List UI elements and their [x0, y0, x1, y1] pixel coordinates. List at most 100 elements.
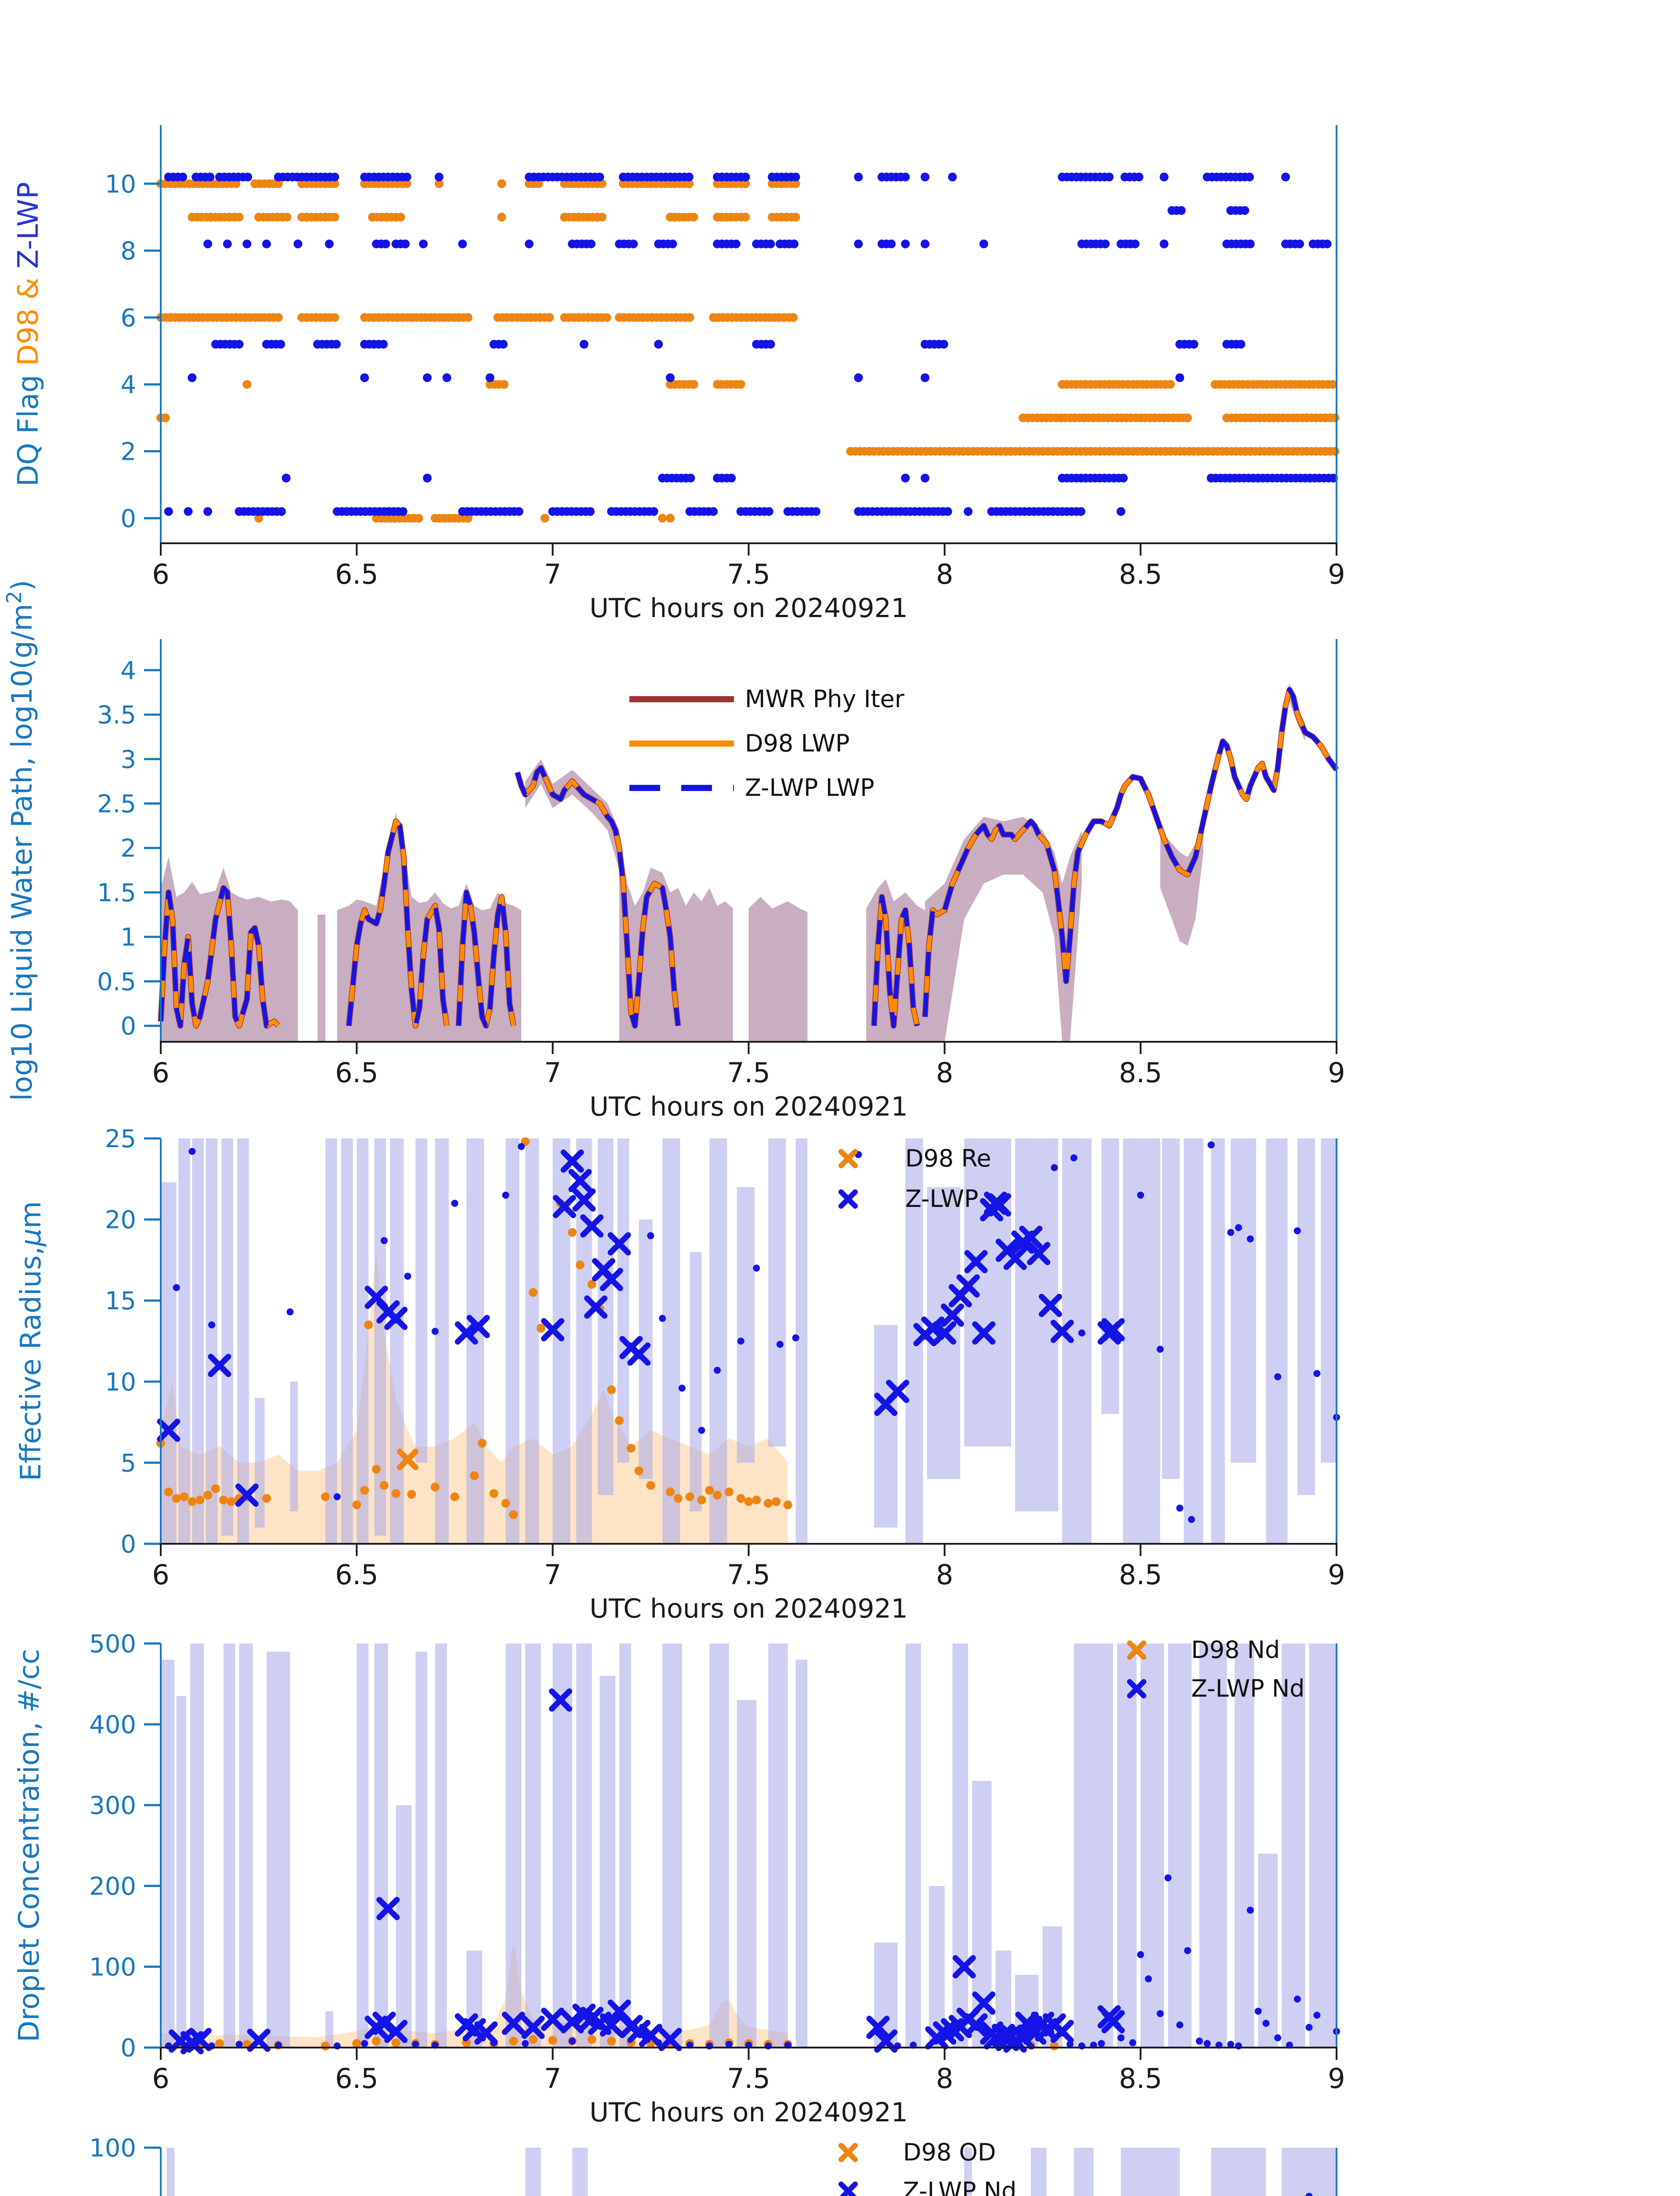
scatter-dot — [321, 1492, 330, 1501]
uncertainty-stripe — [525, 2148, 541, 2196]
uncertainty-stripe — [190, 1643, 204, 2048]
flag-dot — [178, 173, 187, 181]
scatter-dot — [1305, 2024, 1313, 2031]
uncertainty-stripe — [290, 1381, 298, 1512]
flag-dot — [274, 179, 283, 188]
scatter-x-marker — [972, 1991, 996, 2015]
uncertainty-stripe — [221, 1138, 234, 1536]
flag-dot — [854, 239, 863, 249]
scatter-dot — [1164, 1874, 1172, 1882]
uncertainty-stripe — [768, 1138, 786, 1447]
uncertainty-stripe — [415, 1138, 427, 1463]
flag-dot — [545, 313, 554, 322]
flag-dot — [499, 380, 509, 389]
scatter-dot — [753, 1264, 760, 1272]
flag-dot — [597, 179, 607, 188]
flag-dot — [1105, 173, 1114, 181]
uncertainty-stripe — [1160, 2148, 1180, 2196]
scatter-x-marker — [1101, 2010, 1125, 2033]
flag-dot — [791, 213, 800, 222]
flag-dot — [1281, 173, 1290, 181]
scatter-x-marker — [580, 1214, 604, 1238]
scatter-dot — [412, 2041, 419, 2048]
flag-dot — [485, 373, 495, 382]
scatter-dot — [509, 1510, 518, 1519]
uncertainty-stripe — [600, 1676, 616, 2048]
scatter-dot — [1184, 1947, 1191, 1954]
flag-dot — [262, 239, 271, 249]
scatter-dot — [1176, 1504, 1184, 1512]
flag-dot — [921, 373, 930, 382]
scatter-dot — [1246, 1907, 1254, 1914]
x-tick-label: 6.5 — [335, 558, 379, 590]
y-axis-title: Droplet Concentration, #/cc — [13, 1649, 46, 2042]
flag-dot — [423, 473, 432, 483]
y-tick-label: 0 — [120, 1012, 136, 1041]
scatter-dot — [1246, 1235, 1254, 1242]
scatter-x-marker — [584, 1295, 607, 1319]
scatter-x-marker — [474, 2021, 498, 2045]
y-tick-label: 10 — [105, 1368, 136, 1397]
flag-dot — [686, 473, 695, 483]
scatter-dot — [783, 1500, 792, 1510]
scatter-x-marker — [988, 1193, 1012, 1217]
x-tick-label: 7 — [544, 1057, 561, 1089]
scatter-x-marker — [1039, 1293, 1062, 1317]
flag-dot — [901, 473, 910, 483]
scatter-x-marker — [384, 2019, 408, 2043]
y-tick-label: 100 — [89, 1953, 136, 1982]
scatter-dot — [211, 1484, 220, 1493]
x-tick-label: 6 — [152, 558, 169, 590]
flag-dot — [1166, 380, 1175, 389]
scatter-dot — [647, 1232, 654, 1239]
x-tick-label: 7.5 — [727, 1057, 770, 1089]
y-tick-label: 1 — [120, 923, 136, 952]
scatter-x-marker — [455, 1321, 478, 1345]
uncertainty-stripe — [223, 1643, 235, 2048]
scatter-x-marker — [607, 1232, 631, 1256]
x-axis-title: UTC hours on 20240921 — [589, 1091, 908, 1122]
scatter-dot — [1156, 1346, 1164, 1353]
scatter-dot — [1196, 2037, 1203, 2045]
uncertainty-stripe — [1227, 2148, 1250, 2196]
flag-dot — [1160, 239, 1169, 249]
scatter-dot — [666, 1487, 675, 1496]
y-axis-title: log10 Liquid Water Path, log10(g/m2) — [2, 580, 39, 1101]
scatter-dot — [678, 1384, 686, 1392]
scatter-dot — [286, 1308, 294, 1315]
scatter-x-marker — [658, 2028, 682, 2052]
flag-dot — [161, 413, 170, 423]
flag-dot — [293, 239, 303, 249]
scatter-dot — [352, 2039, 361, 2048]
flag-dot — [282, 473, 291, 483]
flag-dot — [979, 239, 988, 249]
uncertainty-stripe — [874, 1325, 898, 1528]
scatter-dot — [1098, 2040, 1105, 2047]
flag-dot — [1134, 173, 1144, 181]
flag-dot — [243, 173, 253, 181]
legend-label: D98 LWP — [745, 730, 850, 757]
flag-dot — [277, 507, 286, 516]
uncertainty-stripe — [435, 1138, 449, 1544]
uncertainty-stripe — [905, 1643, 921, 2048]
line-z-lwp-lwp — [159, 687, 1339, 1028]
scatter-x-marker — [541, 2008, 564, 2031]
flag-dot — [242, 380, 252, 389]
flag-dot — [379, 340, 388, 349]
scatter-dot — [626, 1444, 636, 1453]
flag-dot — [1328, 380, 1337, 389]
scatter-x-marker — [964, 2013, 988, 2037]
scatter-x-marker — [952, 1955, 976, 1979]
legend-x-swatch — [838, 1149, 858, 1168]
x-tick-label: 8 — [936, 2062, 953, 2095]
scatter-x-marker — [568, 1169, 592, 1192]
flag-dot — [602, 313, 611, 322]
scatter-x-marker — [157, 1419, 181, 1442]
scatter-x-marker — [933, 1321, 957, 1345]
scatter-dot — [1227, 2041, 1235, 2048]
scatter-x-marker — [600, 2013, 623, 2037]
scatter-dot — [1207, 1141, 1215, 1149]
y-tick-label: 6 — [120, 304, 136, 332]
uncertainty-stripe — [396, 1805, 412, 2048]
